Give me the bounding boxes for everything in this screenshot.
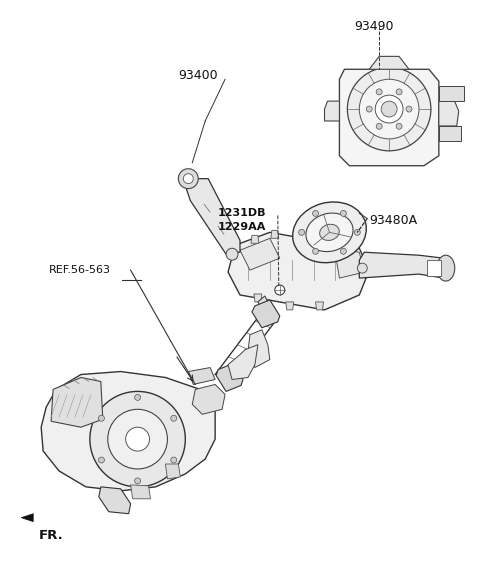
Circle shape <box>348 67 431 151</box>
Circle shape <box>376 89 382 95</box>
Text: 93480A: 93480A <box>369 215 418 227</box>
Polygon shape <box>41 371 215 491</box>
Polygon shape <box>166 464 180 479</box>
Circle shape <box>366 106 372 112</box>
Polygon shape <box>131 485 151 499</box>
Text: 1229AA: 1229AA <box>218 222 266 233</box>
Circle shape <box>134 478 141 484</box>
Text: 93490: 93490 <box>354 20 394 33</box>
Text: 1231DB: 1231DB <box>218 209 266 219</box>
Circle shape <box>312 210 319 216</box>
Circle shape <box>90 391 185 487</box>
Circle shape <box>312 248 319 254</box>
Polygon shape <box>188 367 215 384</box>
Circle shape <box>183 174 193 184</box>
Circle shape <box>406 106 412 112</box>
Ellipse shape <box>437 255 455 281</box>
Polygon shape <box>339 69 439 166</box>
Circle shape <box>226 248 238 260</box>
Text: FR.: FR. <box>39 529 64 542</box>
Circle shape <box>171 457 177 463</box>
Circle shape <box>354 229 360 236</box>
Circle shape <box>126 427 150 451</box>
Polygon shape <box>254 294 262 302</box>
Polygon shape <box>360 252 447 278</box>
Polygon shape <box>321 236 328 244</box>
Polygon shape <box>240 238 280 270</box>
Polygon shape <box>251 236 259 243</box>
Polygon shape <box>439 99 459 126</box>
Polygon shape <box>324 101 339 121</box>
Polygon shape <box>99 487 131 514</box>
Ellipse shape <box>320 224 339 240</box>
Polygon shape <box>369 57 409 69</box>
Polygon shape <box>192 384 225 415</box>
Circle shape <box>375 95 403 123</box>
Polygon shape <box>228 345 258 380</box>
Circle shape <box>396 89 402 95</box>
Circle shape <box>360 79 419 139</box>
Circle shape <box>299 229 305 236</box>
Text: 93400: 93400 <box>179 69 218 82</box>
Polygon shape <box>286 302 294 310</box>
Circle shape <box>98 415 105 422</box>
Circle shape <box>98 457 105 463</box>
Circle shape <box>134 395 141 401</box>
Circle shape <box>381 101 397 117</box>
Circle shape <box>340 248 347 254</box>
Polygon shape <box>51 378 103 427</box>
Ellipse shape <box>306 213 353 252</box>
Circle shape <box>171 415 177 422</box>
Polygon shape <box>252 300 280 328</box>
Polygon shape <box>185 178 240 257</box>
Polygon shape <box>21 514 33 522</box>
Polygon shape <box>439 126 461 141</box>
Text: REF.56-563: REF.56-563 <box>49 265 111 275</box>
Polygon shape <box>296 233 304 240</box>
Polygon shape <box>248 330 270 367</box>
Polygon shape <box>439 86 464 101</box>
Polygon shape <box>271 230 279 238</box>
Circle shape <box>179 168 198 188</box>
Polygon shape <box>335 248 364 278</box>
Polygon shape <box>427 260 441 276</box>
Circle shape <box>275 285 285 295</box>
Polygon shape <box>228 233 369 310</box>
Polygon shape <box>315 302 324 310</box>
Polygon shape <box>216 364 243 391</box>
Circle shape <box>340 210 347 216</box>
Polygon shape <box>258 296 275 322</box>
Circle shape <box>357 263 367 273</box>
Ellipse shape <box>293 202 366 263</box>
Circle shape <box>376 123 382 129</box>
Circle shape <box>108 409 168 469</box>
Circle shape <box>396 123 402 129</box>
